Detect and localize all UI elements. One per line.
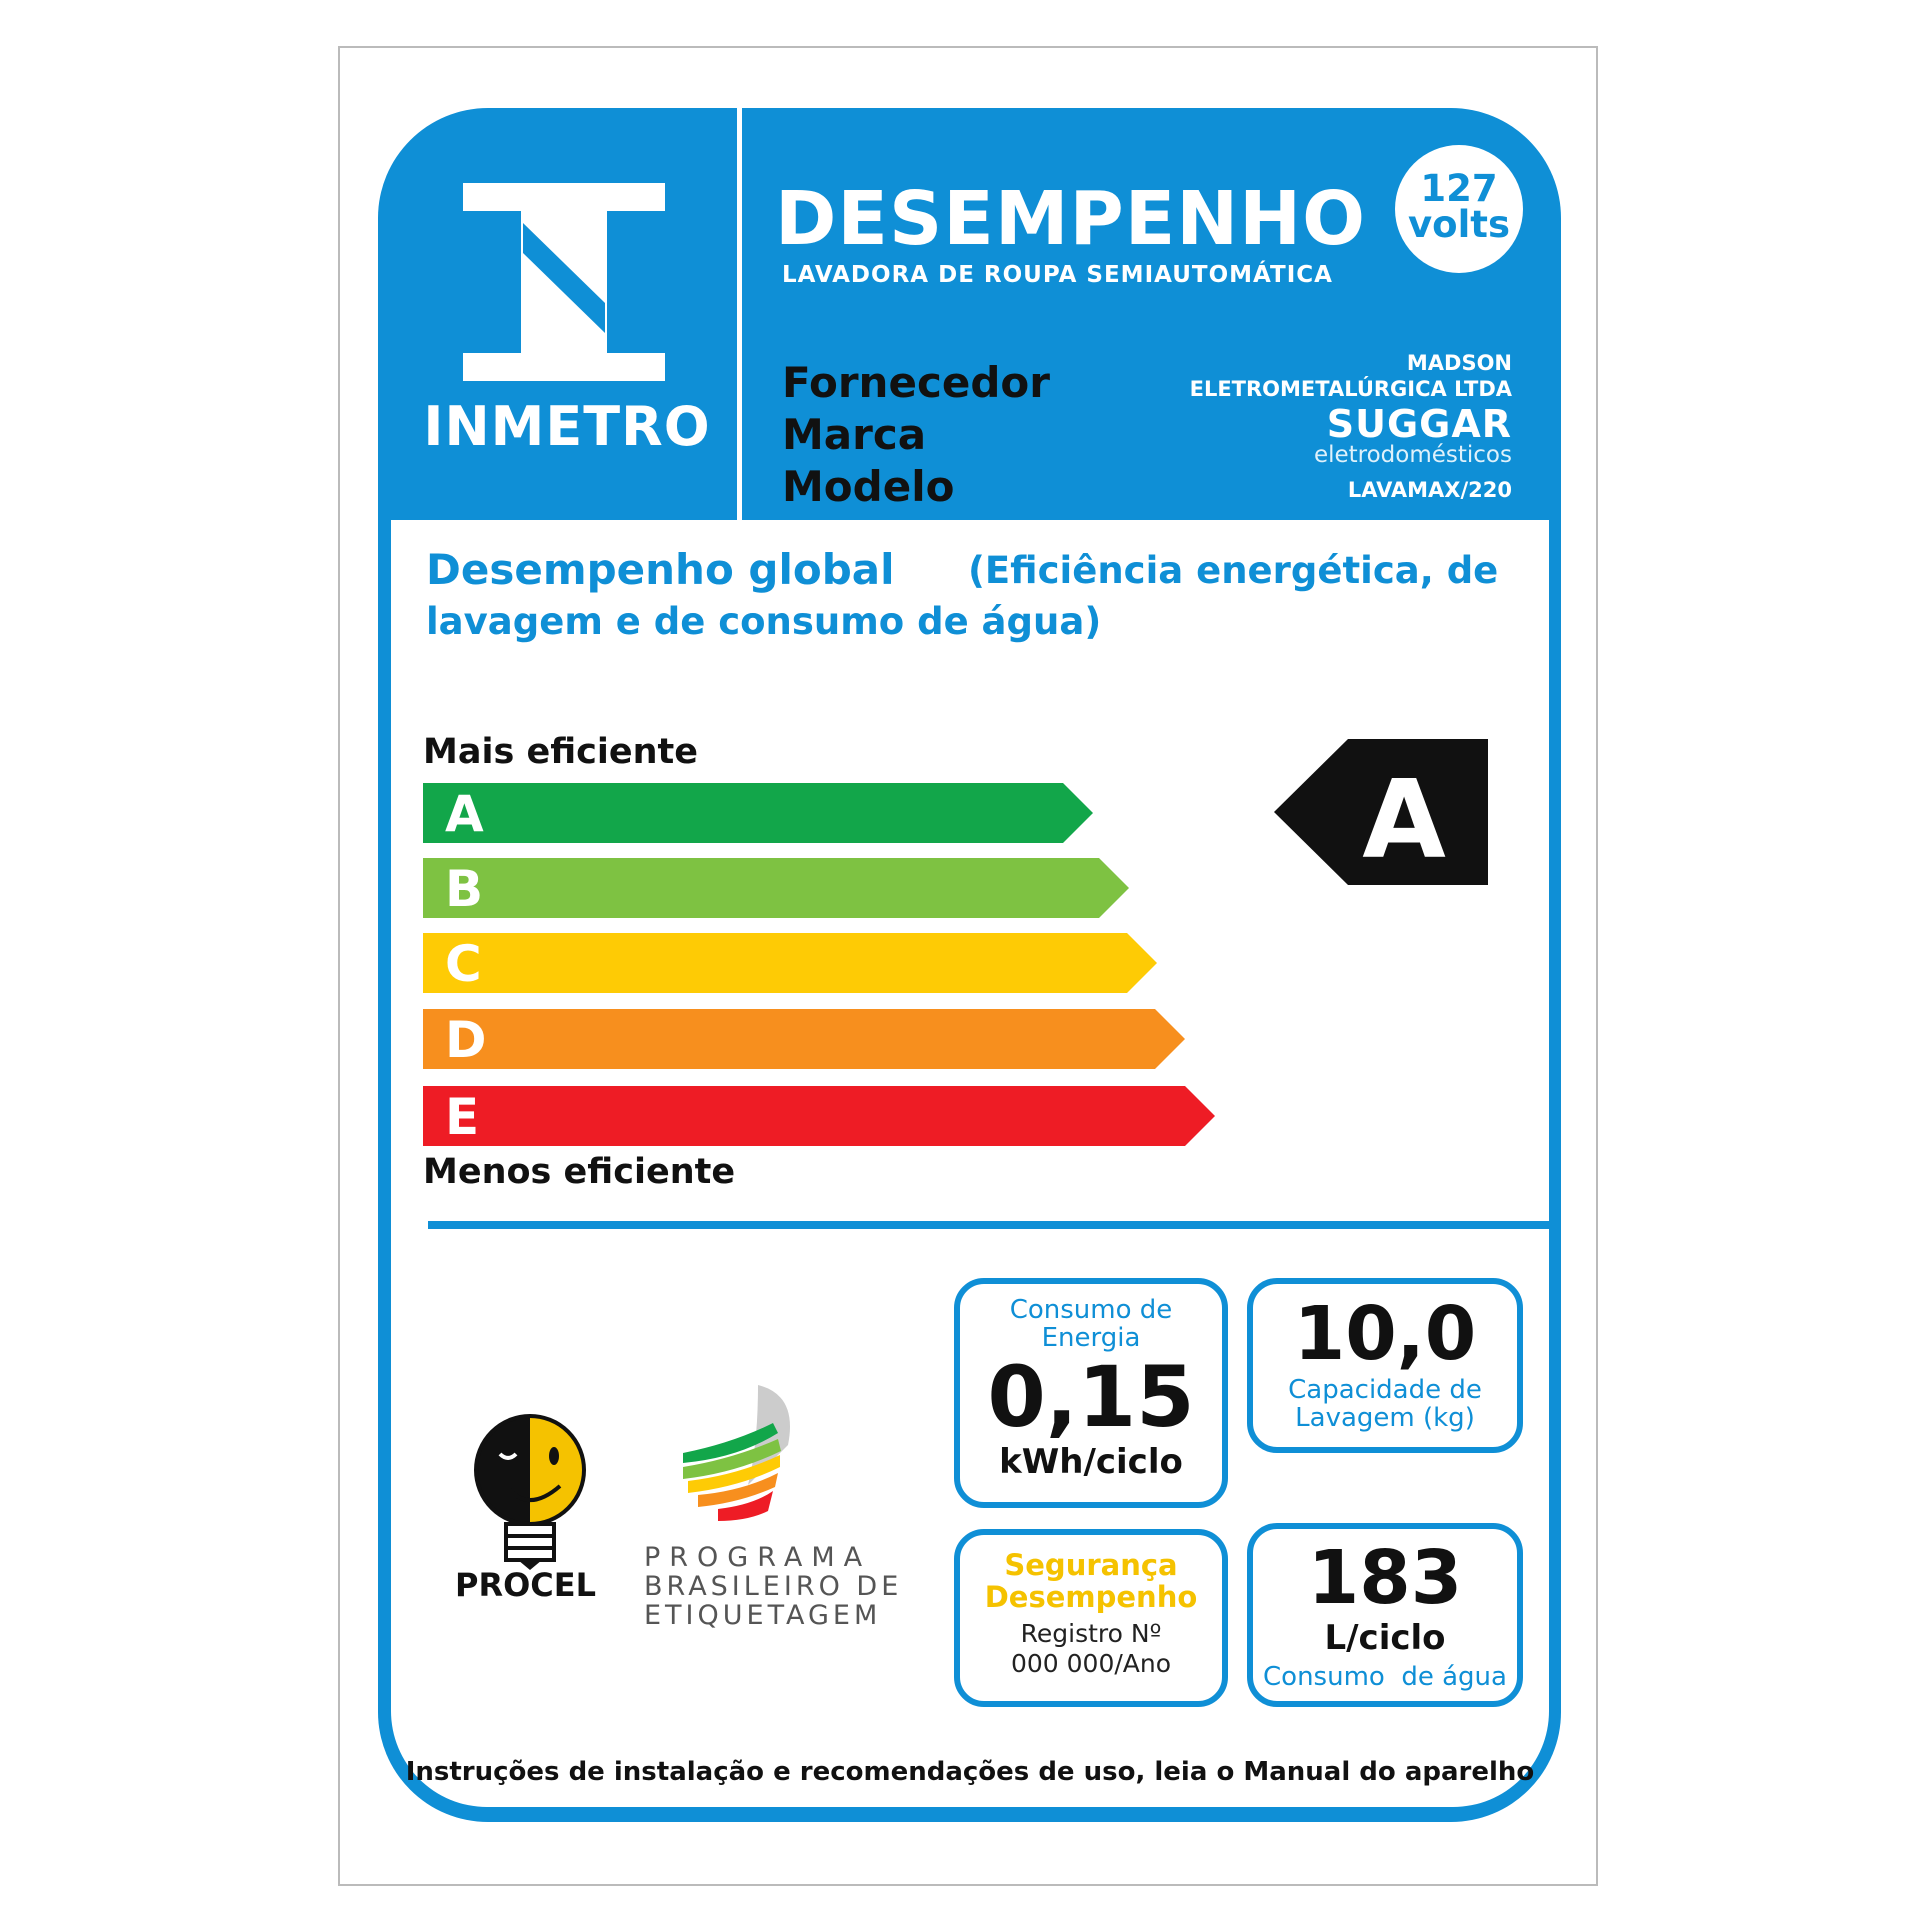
capacity-label-2: Lavagem (kg) [1295,1403,1475,1433]
bar-letter: B [445,860,484,918]
model-value: LAVAMAX/220 [1347,478,1512,502]
bar-letter: A [445,785,484,843]
pbe-line3: ETIQUETAGEM [644,1600,882,1631]
voltage-badge: 127 volts [1395,145,1523,273]
water-value: 183 [1307,1535,1463,1621]
efficiency-bar-c: C [423,933,1157,993]
section-divider [428,1221,1549,1229]
efficiency-bar-a: A [423,783,1093,843]
subtitle: LAVADORA DE ROUPA SEMIAUTOMÁTICA [782,262,1333,288]
voltage-unit: volts [1408,203,1510,246]
energy-label: Consumo de Energia [1009,1295,1173,1353]
current-class-letter: A [1362,758,1446,883]
inmetro-logo-icon [463,183,665,381]
pbe-line1: PROGRAMA [644,1542,872,1573]
bar-letter: C [445,935,482,993]
efficiency-bar-e: E [423,1086,1215,1146]
inmetro-logo-text: INMETRO [423,395,711,458]
pbe-line2: BRASILEIRO DE [644,1571,903,1602]
brand-label: Marca [782,410,927,459]
model-label: Modelo [782,462,955,511]
brand-sub: eletrodomésticos [1313,442,1512,468]
efficiency-bar-b: B [423,858,1129,918]
procel-logo-text: PROCEL [455,1566,597,1604]
pbe-logo-text: PROGRAMA BRASILEIRO DE ETIQUETAGEM [644,1543,902,1630]
capacity-value: 10,0 [1293,1291,1477,1377]
supplier-label: Fornecedor [782,358,1050,407]
supplier-line1: MADSON [1406,351,1512,375]
water-label: Consumo de água [1263,1662,1507,1692]
current-class-indicator: A [1274,739,1488,885]
capacity-label-1: Capacidade de [1288,1375,1482,1405]
rating-heading: Desempenho global [426,545,895,594]
water-unit: L/ciclo [1324,1618,1446,1658]
rating-heading-note2: lavagem e de consumo de água) [426,600,1102,643]
efficiency-bar-d: D [423,1009,1185,1069]
energy-unit: kWh/ciclo [999,1442,1183,1482]
footer-note: Instruções de instalação e recomendações… [405,1757,1535,1787]
pbe-logo-icon [683,1385,790,1521]
water-consumption-box: 183 L/ciclo Consumo de água [1247,1523,1523,1707]
safety-line2: Desempenho [984,1580,1198,1614]
energy-consumption-box: Consumo de Energia 0,15 kWh/ciclo [954,1278,1228,1508]
header-divider [737,108,742,520]
capacity-box: 10,0 Capacidade de Lavagem (kg) [1247,1278,1523,1453]
most-efficient-label: Mais eficiente [423,732,699,772]
bar-letter: E [445,1088,480,1146]
safety-box: Segurança Desempenho Registro Nº 000 000… [954,1529,1228,1707]
registration-label: Registro Nº [1020,1619,1162,1648]
procel-logo-icon [474,1414,586,1570]
registration-number: 000 000/Ano [1010,1649,1172,1678]
energy-value: 0,15 [987,1348,1195,1446]
page-title: DESEMPENHO [775,176,1367,262]
bar-letter: D [445,1011,487,1069]
least-efficient-label: Menos eficiente [423,1152,736,1192]
label-frame [338,46,1598,1886]
supplier-line2: ELETROMETALÚRGICA LTDA [1189,377,1512,401]
safety-line1: Segurança [1004,1548,1178,1582]
rating-heading-note: (Eficiência energética, de [968,549,1499,592]
brand-value: SUGGAR [1326,402,1512,446]
voltage-value: 127 [1420,167,1498,210]
